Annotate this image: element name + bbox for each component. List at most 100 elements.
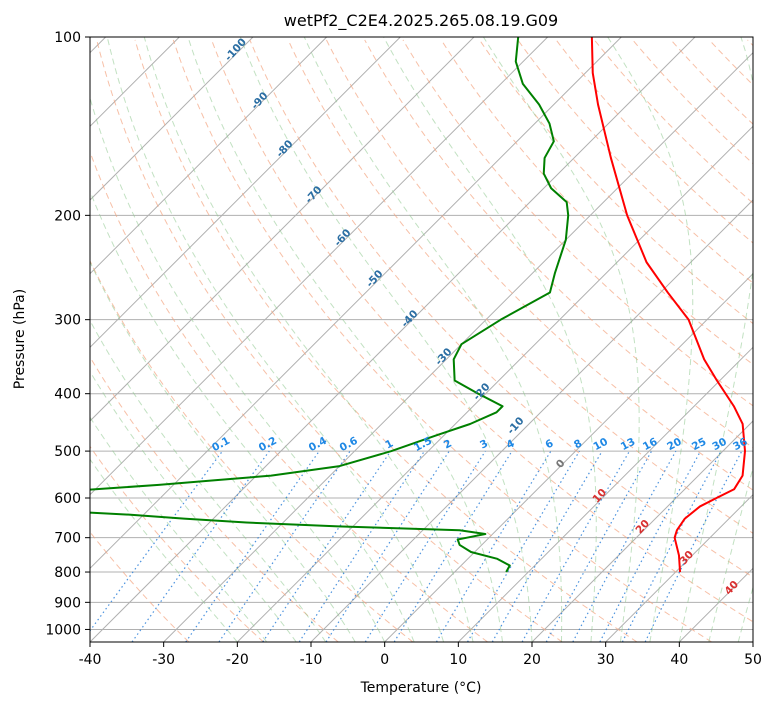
isobar-grid [90, 37, 753, 630]
x-tick-label: -40 [79, 652, 102, 668]
dry-adiabat-label: -30 [433, 346, 455, 368]
dry-adiabat-label: -60 [332, 227, 354, 249]
mixing-ratio-line [131, 450, 270, 642]
mixing-ratio-label: 2 [442, 437, 454, 451]
moist-adiabat [106, 37, 445, 642]
mixing-ratio-line [466, 450, 580, 642]
mixing-ratio-line [435, 450, 552, 642]
isotherm-line [163, 51, 753, 642]
mixing-ratio-line [572, 450, 677, 642]
plot-frame [89, 36, 754, 643]
dry-adiabat-label: -70 [303, 184, 325, 206]
mixing-ratio-line [599, 450, 702, 642]
dry-adiabat-label: -100 [223, 36, 250, 64]
isotherm-line [236, 125, 753, 642]
dry-adiabat [90, 259, 414, 642]
x-tick-label: 30 [597, 652, 615, 668]
dry-adiabat [90, 531, 190, 642]
mixing-ratio-label: 30 [710, 436, 729, 453]
moist-adiabat [90, 260, 356, 642]
moist-adiabat [303, 37, 563, 642]
moist-adiabat-label: 40 [722, 579, 741, 598]
mixing-ratio-label: 16 [641, 436, 660, 453]
mixing-ratio-line [393, 450, 513, 642]
isotherm-line [90, 37, 328, 275]
moist-adiabat [708, 466, 753, 642]
y-tick-label: 300 [54, 313, 81, 329]
moist-adiabat [482, 37, 640, 642]
mixing-ratio-line [185, 450, 320, 642]
x-tick-label: -10 [300, 652, 323, 668]
isotherm-line [90, 37, 254, 201]
isotherm-line [90, 37, 475, 422]
dry-adiabat [594, 39, 753, 204]
dry-adiabat [440, 39, 753, 366]
moist-adiabat [90, 370, 297, 642]
dry-adiabat [364, 39, 753, 449]
moist-adiabats [90, 37, 753, 642]
moist-adiabat [90, 96, 415, 642]
moist-adiabat [187, 37, 504, 642]
moist-adiabat [383, 37, 597, 642]
dry-adiabat [90, 356, 339, 642]
isotherm-line [605, 493, 753, 642]
dry-adiabat-label: -90 [249, 90, 271, 112]
isotherm-line [384, 272, 753, 642]
dry-adiabat [747, 39, 753, 47]
moist-adiabat [239, 37, 533, 642]
dry-adiabats [90, 39, 753, 642]
dry-adiabat [90, 445, 264, 642]
isotherm-line [457, 346, 753, 642]
y-axis-ticks: 100 200 300 400 500 600 700 800 900 1000 [45, 30, 90, 638]
y-tick-label: 800 [54, 565, 81, 581]
plot-area: 0.1 0.2 0.4 0.6 1 1.5 2 3 4 6 8 10 13 16 20 25 30 36-100-… [90, 36, 753, 642]
dry-adiabat [708, 39, 753, 86]
moist-adiabat-label: 0 [554, 457, 568, 470]
mixing-ratio-line [325, 450, 450, 642]
x-tick-label: 20 [523, 652, 541, 668]
x-tick-label: -30 [152, 652, 175, 668]
dry-adiabat [287, 39, 753, 534]
mixing-ratio-line [90, 450, 223, 632]
y-axis-label: Pressure (hPa) [12, 289, 28, 389]
mixing-ratio-line [364, 450, 486, 642]
dry-adiabat [172, 39, 712, 642]
x-tick-label: 10 [449, 652, 467, 668]
dry-adiabat [249, 39, 753, 578]
y-tick-label: 1000 [45, 622, 81, 638]
x-tick-label: 50 [744, 652, 762, 668]
moist-adiabat [90, 189, 386, 642]
mixing-ratio-lines [90, 450, 743, 642]
dry-adiabat [90, 150, 488, 642]
y-tick-label: 500 [54, 444, 81, 460]
x-tick-label: -20 [226, 652, 249, 668]
mixing-ratio-label: 25 [690, 436, 709, 453]
dry-adiabat-label: -80 [274, 138, 296, 160]
skewed-isotherms [90, 37, 753, 642]
isotherm-line [752, 641, 753, 642]
y-tick-label: 900 [54, 595, 81, 611]
isotherm-line [90, 37, 549, 496]
y-tick-label: 200 [54, 208, 81, 224]
y-tick-label: 700 [54, 531, 81, 547]
dry-adiabat-label: -40 [399, 308, 421, 330]
dry-adiabat [134, 39, 638, 642]
isotherm-line [678, 567, 753, 642]
dewpoint-profile [90, 37, 570, 573]
moist-adiabat [143, 37, 474, 642]
mixing-ratio-line [521, 450, 631, 642]
x-tick-label: 0 [380, 652, 389, 668]
temperature-profile [590, 37, 746, 573]
dry-adiabat [402, 39, 753, 407]
y-tick-label: 100 [54, 30, 81, 46]
sounding-series [90, 37, 746, 573]
moist-adiabat [678, 37, 753, 642]
y-tick-label: 400 [54, 387, 81, 403]
y-tick-label: 600 [54, 491, 81, 507]
isotherm-line [90, 37, 622, 570]
isotherm-line [90, 37, 696, 642]
moist-adiabat-label: 10 [590, 487, 609, 506]
mixing-ratio-line [644, 450, 743, 642]
moist-adiabat [737, 585, 753, 642]
